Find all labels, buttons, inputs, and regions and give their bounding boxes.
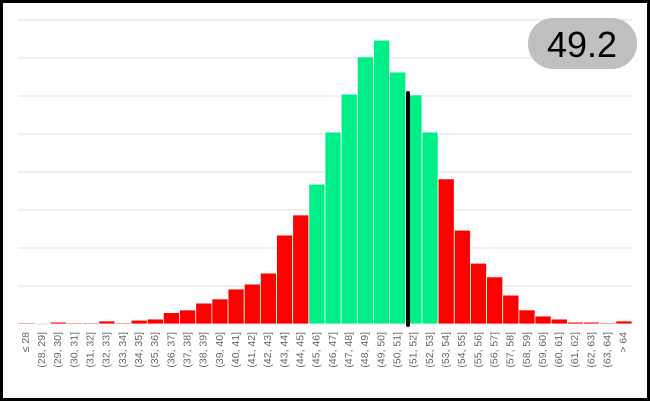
x-tick-label: (55, 56] xyxy=(472,332,484,368)
bar xyxy=(453,229,471,325)
bar xyxy=(583,321,601,325)
x-tick-label: ≤ 28 xyxy=(20,332,32,353)
x-tick-label: (56, 57] xyxy=(488,332,500,368)
bar xyxy=(146,318,164,325)
x-tick-label: (51, 52] xyxy=(408,332,420,368)
x-tick-label: (42, 43] xyxy=(262,332,274,368)
bar xyxy=(534,315,552,325)
bar xyxy=(437,178,455,325)
bar xyxy=(17,322,35,325)
x-tick-label: (35, 36] xyxy=(149,332,161,368)
bar xyxy=(599,322,617,325)
bar xyxy=(82,322,100,325)
x-tick-label: (48, 49] xyxy=(359,332,371,368)
x-tick-label: (45, 46] xyxy=(311,332,323,368)
x-tick-label: (59, 60] xyxy=(537,332,549,368)
bar xyxy=(324,131,342,325)
bar xyxy=(486,276,504,325)
badge-value: 49.2 xyxy=(547,24,617,65)
x-tick-label: (50, 51] xyxy=(391,332,403,368)
x-tick-label: (61, 62] xyxy=(569,332,581,368)
x-tick-label: (58, 59] xyxy=(521,332,533,368)
x-tick-label: (53, 54] xyxy=(440,332,452,368)
x-tick-label: (40, 41] xyxy=(230,332,242,368)
bar xyxy=(373,39,391,325)
badge xyxy=(528,18,637,69)
x-tick-label: (31, 32] xyxy=(84,332,96,368)
bar xyxy=(227,288,245,325)
bar xyxy=(502,294,520,325)
x-tick-label: (49, 50] xyxy=(375,332,387,368)
x-tick-label: (62, 63] xyxy=(585,332,597,368)
x-tick-label: (29, 30] xyxy=(52,332,64,368)
bar xyxy=(211,298,229,325)
x-tick-label: (33, 34] xyxy=(117,332,129,368)
x-tick-label: (46, 47] xyxy=(327,332,339,368)
x-tick-label: (37, 38] xyxy=(181,332,193,368)
bar xyxy=(276,234,294,325)
chart: ≤ 28 (28, 29] (29, 30] (30, 31] (31, 32] (32,… xyxy=(17,18,637,368)
x-tick-label: (60, 61] xyxy=(553,332,565,368)
bar xyxy=(114,322,132,325)
x-tick-label: (30, 31] xyxy=(68,332,80,368)
bar xyxy=(292,214,310,325)
x-tick-label: (44, 45] xyxy=(295,332,307,368)
x-tick-label: > 64 xyxy=(618,332,630,353)
bar xyxy=(389,71,407,325)
bar xyxy=(550,318,568,325)
bar xyxy=(566,321,584,325)
bar xyxy=(66,322,84,325)
bar xyxy=(179,309,197,325)
x-tick-label: (39, 40] xyxy=(214,332,226,368)
x-tick-label: (32, 33] xyxy=(101,332,113,368)
bar xyxy=(518,309,536,325)
x-tick-label: (41, 42] xyxy=(246,332,258,368)
x-tick-label: (63, 64] xyxy=(602,332,614,368)
bar xyxy=(195,302,213,325)
bar xyxy=(308,183,326,325)
bar xyxy=(130,319,148,325)
bar xyxy=(259,272,277,325)
bar xyxy=(98,320,116,325)
x-tick-label: (54, 55] xyxy=(456,332,468,368)
bar xyxy=(421,131,439,325)
x-tick-label: (57, 58] xyxy=(505,332,517,368)
bar xyxy=(340,93,358,325)
bar xyxy=(615,320,633,325)
bar xyxy=(356,56,374,325)
bar xyxy=(470,262,487,325)
x-tick-label: (38, 39] xyxy=(198,332,210,368)
x-tick-label: (52, 53] xyxy=(424,332,436,368)
bar xyxy=(49,321,67,325)
bar xyxy=(243,283,261,325)
bar xyxy=(163,312,180,325)
x-tick-label: (43, 44] xyxy=(278,332,290,368)
x-tick-label: (47, 48] xyxy=(343,332,355,368)
x-tick-label: (28, 29] xyxy=(36,332,48,368)
x-tick-label: (36, 37] xyxy=(165,332,177,368)
x-tick-label: (34, 35] xyxy=(133,332,145,368)
